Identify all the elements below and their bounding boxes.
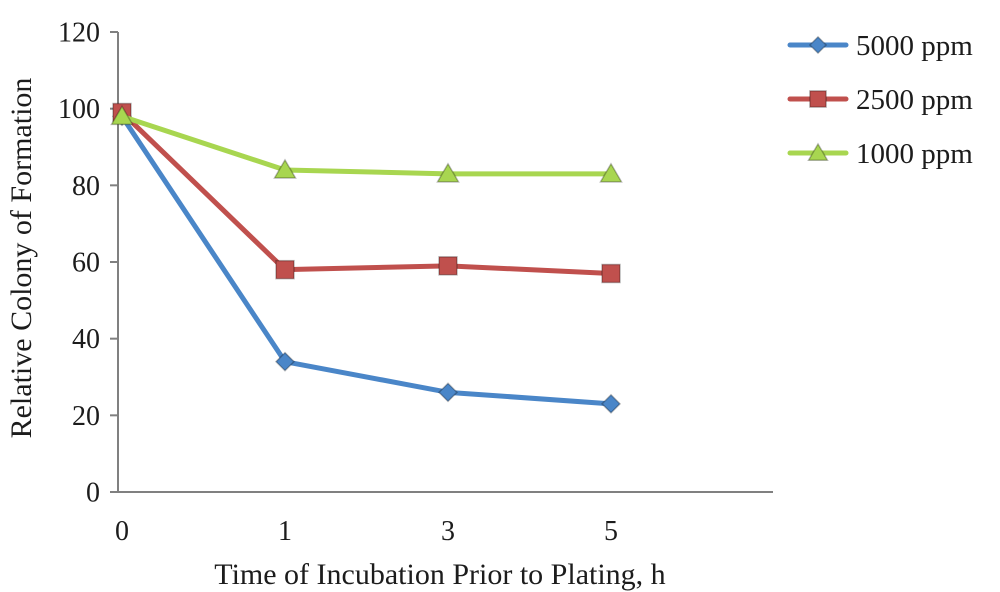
y-tick-label: 120 — [58, 18, 100, 49]
x-axis-title: Time of Incubation Prior to Plating, h — [214, 558, 665, 591]
series-1000-ppm — [110, 104, 623, 183]
legend-swatch-marker — [808, 35, 828, 55]
5000-ppm-data-point — [437, 382, 459, 403]
series-5000-ppm — [111, 106, 622, 414]
2500-ppm-data-point — [275, 259, 295, 280]
1000-ppm-line — [119, 113, 614, 177]
2500-ppm-data-point — [438, 256, 458, 276]
legend-swatch-marker — [809, 90, 827, 108]
y-tick-label: 20 — [72, 401, 100, 432]
y-axis: 0 20 40 60 80 100 120 — [58, 18, 119, 509]
series-2500-ppm — [112, 102, 621, 284]
1000-ppm-data-point — [273, 158, 297, 179]
y-tick-label: 0 — [86, 478, 100, 509]
1000-ppm-data-point — [110, 104, 134, 126]
1000-ppm-data-point — [599, 162, 623, 183]
legend: 5000 ppm 2500 ppm 1000 ppm — [787, 30, 973, 170]
legend-label: 1000 ppm — [856, 138, 973, 170]
legend-entry-1000-ppm: 1000 ppm — [787, 138, 973, 170]
y-tick-label: 80 — [72, 171, 100, 202]
legend-label: 5000 ppm — [856, 30, 973, 62]
legend-swatch-marker — [807, 142, 829, 161]
y-tick-label: 60 — [72, 248, 100, 279]
x-tick-label: 5 — [604, 516, 618, 547]
x-tick-label: 3 — [441, 516, 455, 547]
5000-ppm-data-point — [274, 351, 296, 372]
y-tick-label: 100 — [58, 94, 100, 125]
1000-ppm-data-point — [436, 162, 460, 183]
x-axis: 0 1 3 5 — [115, 491, 773, 547]
5000-ppm-line — [119, 113, 614, 407]
legend-entry-5000-ppm: 5000 ppm — [787, 30, 973, 62]
y-tick-label: 40 — [72, 324, 100, 355]
legend-entry-2500-ppm: 2500 ppm — [787, 84, 973, 116]
x-tick-label: 0 — [115, 516, 129, 547]
y-axis-ticks: 0 20 40 60 80 100 120 — [58, 18, 118, 509]
x-tick-label: 1 — [278, 516, 292, 547]
legend-label: 2500 ppm — [856, 84, 973, 116]
x-axis-ticks: 0 1 3 5 — [115, 516, 618, 547]
y-axis-title: Relative Colony of Formation — [5, 78, 38, 439]
5000-ppm-data-point — [600, 393, 622, 414]
series-layer — [110, 102, 623, 414]
2500-ppm-line — [119, 110, 614, 276]
2500-ppm-data-point — [601, 263, 621, 284]
